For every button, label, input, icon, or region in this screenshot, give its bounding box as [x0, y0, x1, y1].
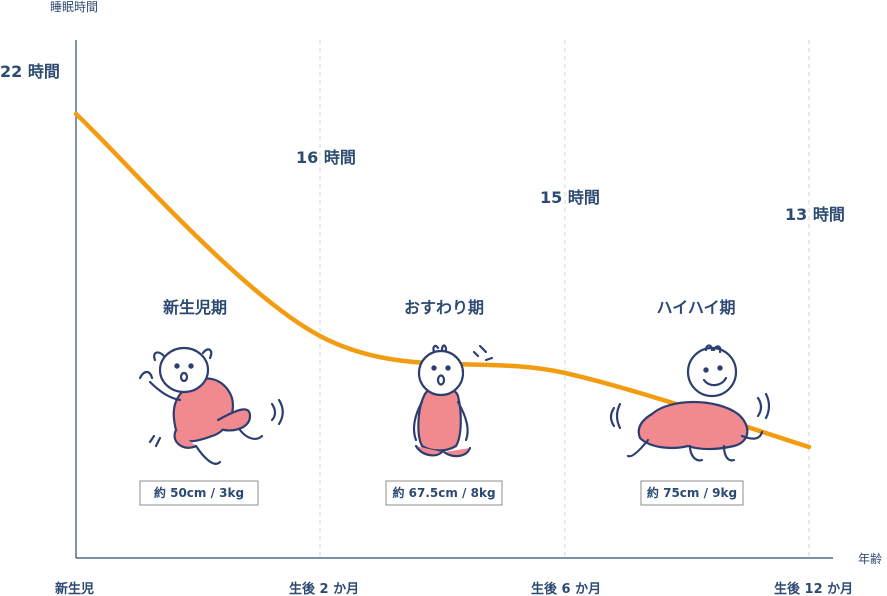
data-label: 16 時間	[296, 148, 356, 167]
grid-lines	[319, 40, 810, 558]
x-tick-label: 新生児	[55, 581, 94, 596]
stage-title: おすわり期	[404, 298, 484, 317]
stage-spec-box	[385, 480, 503, 506]
x-tick-label: 生後 2 か月	[289, 581, 359, 596]
data-label: 15 時間	[540, 188, 600, 207]
stage-spec: 約 75cm / 9kg	[647, 485, 737, 500]
stage-spec: 約 67.5cm / 8kg	[392, 485, 495, 500]
stage-spec-box	[640, 480, 744, 506]
x-tick-label: 生後 12 か月	[774, 581, 853, 596]
stage-spec: 約 50cm / 3kg	[154, 485, 244, 500]
sitting-baby-icon	[412, 344, 494, 458]
x-tick-label: 生後 6 か月	[531, 581, 601, 596]
stage-title: 新生児期	[163, 298, 227, 317]
x-axis-title: 年齢	[858, 551, 882, 566]
crawling-baby-icon	[609, 344, 771, 462]
y-axis-title: 睡眠時間	[50, 0, 98, 14]
data-label: 13 時間	[785, 205, 845, 224]
newborn-baby-icon	[138, 346, 284, 465]
data-label: 22 時間	[0, 62, 60, 81]
stage-title: ハイハイ期	[656, 298, 735, 317]
stage-spec-box	[139, 480, 259, 506]
